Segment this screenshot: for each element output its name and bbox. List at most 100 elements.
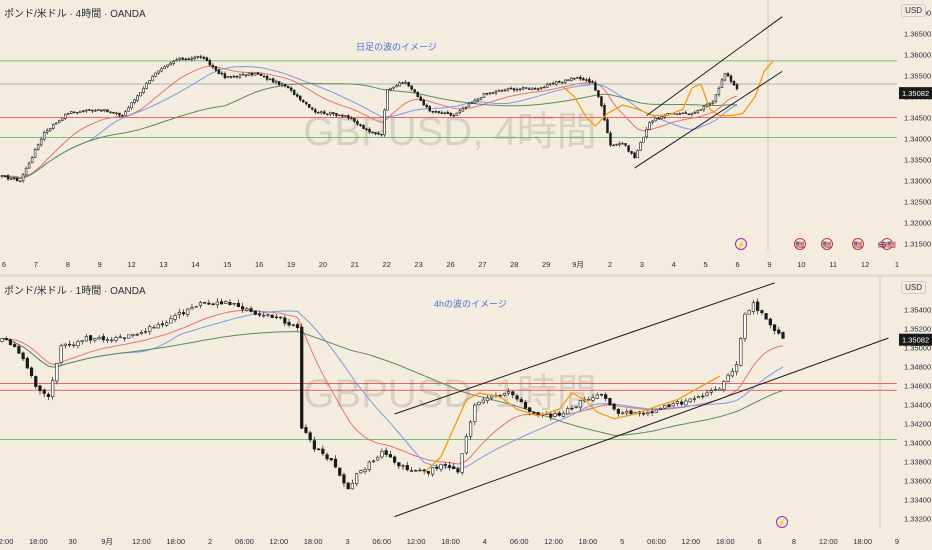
- candle: [455, 112, 459, 116]
- candle-body: [401, 82, 404, 84]
- candle-body: [608, 397, 612, 406]
- candle-body: [178, 57, 181, 60]
- candle: [70, 110, 73, 114]
- candle: [663, 113, 666, 120]
- candle: [527, 86, 531, 90]
- candle: [671, 401, 675, 407]
- candle-body: [692, 398, 696, 400]
- candle: [714, 93, 718, 104]
- candle: [416, 91, 419, 98]
- x-tick-label: 15: [223, 260, 231, 269]
- candle: [103, 109, 106, 113]
- candle-body: [688, 398, 692, 403]
- candle: [582, 77, 585, 81]
- candle-body: [244, 74, 248, 76]
- candle-body: [193, 56, 197, 59]
- candle: [72, 341, 76, 348]
- candle-body: [654, 117, 657, 122]
- candle-body: [772, 324, 777, 331]
- candle: [713, 386, 718, 392]
- current-price-box: [899, 87, 932, 100]
- x-tick-label: 2: [608, 260, 612, 269]
- candle: [485, 92, 489, 96]
- candle-body: [739, 338, 743, 366]
- candle: [124, 109, 127, 116]
- chart-pane-4h[interactable]: GBPUSD, 4時間1.370001.365001.360001.355001…: [0, 0, 932, 274]
- candle: [654, 409, 658, 413]
- pane-divider[interactable]: [0, 274, 932, 277]
- candle-body: [696, 109, 700, 114]
- candle-body: [678, 113, 682, 115]
- x-tick-label: 12:00: [819, 537, 838, 546]
- candle-body: [645, 129, 648, 138]
- candle-body: [473, 404, 477, 422]
- candle: [519, 396, 523, 403]
- candle-body: [57, 120, 61, 124]
- candle-body: [549, 83, 552, 85]
- candle-body: [588, 78, 591, 83]
- candle-body: [82, 110, 85, 112]
- candle-body: [461, 107, 465, 112]
- candle-body: [464, 436, 468, 454]
- candle-body: [675, 113, 678, 116]
- event-marker: 🇺🇸: [821, 238, 833, 250]
- candle: [325, 452, 329, 462]
- candle: [24, 166, 28, 176]
- candle: [699, 109, 703, 111]
- x-tick-label: 11: [829, 260, 837, 269]
- candle-body: [702, 105, 706, 111]
- candle: [384, 447, 388, 458]
- candle-body: [395, 85, 398, 88]
- candle: [588, 77, 591, 84]
- candle-body: [552, 82, 555, 85]
- candle: [389, 87, 392, 92]
- candle: [359, 123, 362, 127]
- candle-body: [160, 323, 165, 326]
- candle: [595, 392, 599, 400]
- candle: [38, 385, 42, 395]
- candle: [566, 406, 570, 415]
- y-tick-label: 1.33800: [904, 458, 931, 467]
- candle-body: [479, 97, 483, 100]
- candle: [329, 458, 333, 462]
- candle-body: [718, 388, 722, 391]
- candle: [112, 111, 115, 114]
- candle-body: [250, 72, 254, 76]
- candle-body: [646, 411, 650, 415]
- currency-label[interactable]: USD: [901, 4, 926, 17]
- candle: [452, 463, 456, 470]
- candle-body: [127, 334, 131, 339]
- candle-body: [485, 92, 489, 95]
- candle: [332, 112, 335, 116]
- candle-body: [553, 413, 557, 417]
- candle-body: [434, 111, 438, 113]
- y-tick-label: 1.36500: [904, 30, 931, 39]
- candle: [262, 312, 266, 318]
- candle: [684, 398, 688, 406]
- candle-body: [114, 337, 118, 341]
- currency-label[interactable]: USD: [901, 281, 926, 294]
- candle-body: [105, 339, 110, 341]
- candle-body: [435, 466, 439, 469]
- candle: [350, 479, 355, 490]
- candle-body: [616, 408, 620, 414]
- candle-body: [497, 90, 501, 92]
- candle: [152, 324, 156, 329]
- candle: [101, 333, 105, 343]
- x-tick-label: 3: [345, 537, 349, 546]
- candle-body: [684, 400, 688, 406]
- candle-body: [477, 401, 481, 406]
- event-marker-badge: [735, 238, 747, 250]
- chart-pane-1h[interactable]: GBPUSD, 1時間 1.35400 1.35200 1.35000 1.34800 1…: [0, 277, 932, 550]
- candle-body: [573, 77, 576, 80]
- candle: [696, 109, 700, 114]
- candle: [45, 128, 49, 135]
- candle-body: [148, 80, 151, 84]
- candle: [15, 176, 19, 182]
- candle-body: [27, 162, 31, 169]
- pane-title: ポンド/米ドル · 1時間 · OANDA: [4, 286, 146, 297]
- candle-body: [97, 337, 101, 340]
- candle-body: [419, 96, 422, 101]
- candle-body: [292, 90, 296, 95]
- candle-body: [564, 79, 567, 83]
